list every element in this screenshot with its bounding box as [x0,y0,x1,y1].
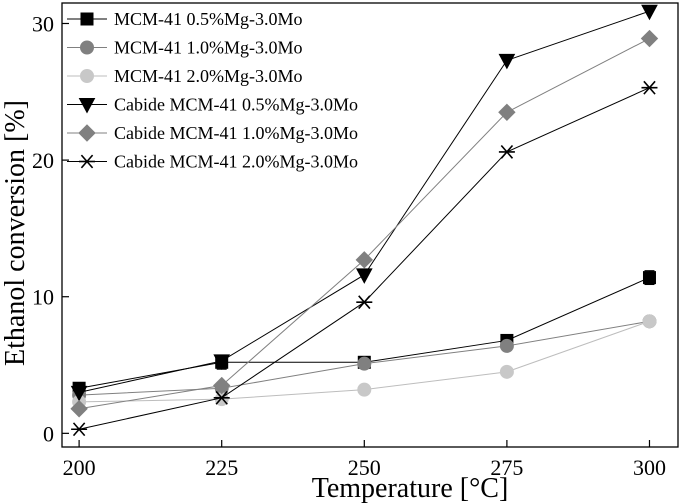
legend-label: Cabide MCM-41 1.0%Mg-3.0Mo [114,123,358,143]
legend-label: MCM-41 2.0%Mg-3.0Mo [114,66,303,86]
data-point [499,338,514,353]
axis-ticks: 200 225 250 275 300 0 10 20 30 [32,11,666,480]
data-point [641,80,658,95]
legend-label: Cabide MCM-41 0.5%Mg-3.0Mo [114,95,358,115]
legend-label: Cabide MCM-41 2.0%Mg-3.0Mo [114,152,358,172]
legend-item: Cabide MCM-41 1.0%Mg-3.0Mo [67,123,358,143]
legend-item: MCM-41 0.5%Mg-3.0Mo [67,9,303,29]
legend-label: MCM-41 1.0%Mg-3.0Mo [114,38,303,58]
data-point [498,103,516,121]
legend-marker [80,69,94,83]
x-axis-title: Temperature [°C] [312,473,509,504]
data-point [355,268,373,284]
x-tick-label: 225 [205,455,238,480]
legend-item: MCM-41 2.0%Mg-3.0Mo [67,66,303,86]
y-axis-title: Ethanol conversion [%] [0,100,31,366]
data-point [498,53,516,70]
series-5 [70,29,659,418]
legend-label: MCM-41 0.5%Mg-3.0Mo [114,9,303,29]
data-point [642,271,656,285]
legend-item: Cabide MCM-41 0.5%Mg-3.0Mo [67,95,358,115]
data-point [357,356,372,371]
y-tick-label: 30 [32,11,54,36]
data-point [70,385,88,402]
legend: MCM-41 0.5%Mg-3.0Mo MCM-41 1.0%Mg-3.0Mo MC… [67,9,358,172]
series-4 [70,4,658,402]
y-tick-label: 0 [43,421,54,446]
x-tick-label: 300 [633,455,666,480]
series-line [79,277,650,389]
series-layer [70,4,659,437]
legend-marker [78,98,96,114]
data-point [70,400,88,418]
y-tick-label: 10 [32,285,54,310]
data-point [71,422,88,437]
data-point [355,251,374,269]
x-tick-label: 200 [63,455,96,480]
series-6 [71,80,658,437]
legend-marker [78,124,96,142]
data-point [642,314,657,329]
data-point [640,29,659,48]
legend-item: MCM-41 1.0%Mg-3.0Mo [67,38,303,58]
data-point [212,376,231,395]
data-point [499,364,514,379]
legend-marker [80,40,94,55]
data-point [213,390,230,405]
x-tick-label: 275 [490,455,523,480]
plot-frame [61,2,679,448]
x-tick-label: 250 [348,455,381,480]
data-point [357,382,372,397]
data-point [213,354,231,370]
legend-marker [79,154,95,169]
y-tick-label: 20 [32,148,54,173]
legend-marker [80,12,94,26]
series-1 [72,270,656,395]
data-point [356,295,373,310]
data-point [641,4,658,21]
legend-item: Cabide MCM-41 2.0%Mg-3.0Mo [67,152,358,172]
data-point [498,144,515,159]
